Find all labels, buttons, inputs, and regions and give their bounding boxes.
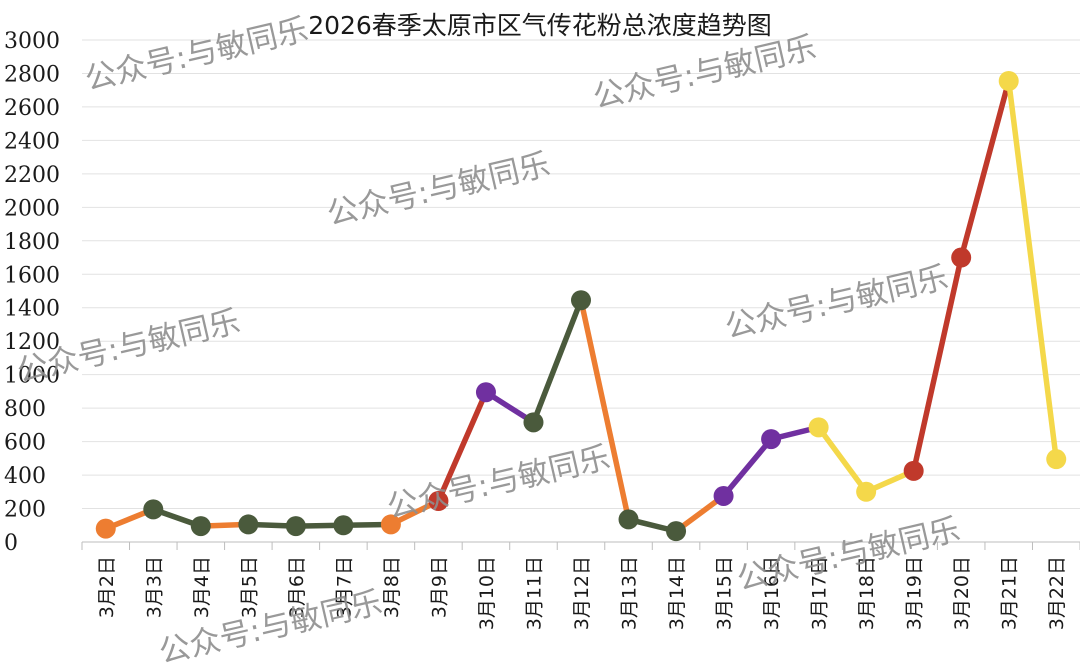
watermark-text: 公众号:与敏同乐 bbox=[384, 440, 614, 526]
x-tick-label: 3月3日 bbox=[143, 556, 165, 618]
y-tick-label: 600 bbox=[4, 431, 46, 456]
x-tick-label: 3月16日 bbox=[761, 556, 783, 630]
data-point bbox=[618, 509, 639, 530]
watermark-text: 公众号:与敏同乐 bbox=[722, 260, 952, 346]
gridlines bbox=[82, 39, 1080, 543]
x-tick-label: 3月21日 bbox=[999, 556, 1021, 630]
y-tick-label: 3000 bbox=[4, 29, 60, 54]
y-tick-label: 2000 bbox=[4, 196, 60, 221]
y-tick-label: 1400 bbox=[4, 297, 60, 322]
data-point bbox=[808, 417, 829, 438]
y-axis-ticks: 0 200 400 600 800 1000 1200 1400 1600 1800 2000 220… bbox=[4, 29, 60, 556]
watermark-text: 公众号:与敏同乐 bbox=[82, 12, 312, 98]
line-segment bbox=[720, 436, 774, 499]
x-tick-label: 3月11日 bbox=[523, 556, 545, 630]
watermark-text: 公众号:与敏同乐 bbox=[734, 512, 964, 598]
data-point bbox=[333, 515, 354, 536]
x-tick-label: 3月12日 bbox=[571, 556, 593, 630]
y-tick-label: 200 bbox=[4, 498, 46, 523]
x-tick-label: 3月20日 bbox=[951, 556, 973, 630]
data-point bbox=[523, 412, 544, 433]
data-point bbox=[238, 514, 259, 535]
data-point bbox=[95, 518, 116, 539]
data-point bbox=[856, 481, 877, 502]
data-point bbox=[761, 429, 782, 450]
data-point bbox=[951, 247, 972, 268]
y-tick-label: 1600 bbox=[4, 263, 60, 288]
line-segment bbox=[1005, 78, 1059, 462]
y-tick-label: 1000 bbox=[4, 364, 60, 389]
x-axis-ticks: 3月2日 3月3日 3月4日 3月5日 3月6日 3月7日 3月8日 3月9日 3月10日 3月1… bbox=[96, 556, 1068, 630]
y-tick-label: 400 bbox=[4, 464, 46, 489]
x-tick-label: 3月14日 bbox=[666, 556, 688, 630]
x-tick-label: 3月19日 bbox=[904, 556, 926, 630]
line-segment bbox=[435, 389, 489, 504]
x-tick-label: 3月17日 bbox=[809, 556, 831, 630]
data-point bbox=[666, 521, 687, 542]
y-tick-label: 1800 bbox=[4, 230, 60, 255]
y-tick-label: 2400 bbox=[4, 129, 60, 154]
data-point bbox=[1046, 449, 1067, 470]
y-tick-label: 1200 bbox=[4, 330, 60, 355]
x-tick-label: 3月10日 bbox=[476, 556, 498, 630]
chart-title: 2026春季太原市区气传花粉总浓度趋势图 bbox=[308, 11, 772, 40]
watermark-text: 公众号:与敏同乐 bbox=[324, 147, 554, 233]
series-points bbox=[95, 70, 1067, 542]
data-point bbox=[713, 485, 734, 506]
x-axis bbox=[81, 541, 1080, 550]
watermark-text: 公众号:与敏同乐 bbox=[590, 30, 820, 116]
data-point bbox=[190, 516, 211, 537]
x-tick-label: 3月6日 bbox=[286, 556, 308, 618]
x-tick-label: 3月22日 bbox=[1046, 556, 1068, 630]
data-point bbox=[475, 382, 496, 403]
data-point bbox=[428, 491, 449, 512]
data-point bbox=[998, 70, 1019, 91]
x-tick-label: 3月9日 bbox=[428, 556, 450, 618]
line-segment bbox=[815, 424, 869, 495]
y-tick-label: 2800 bbox=[4, 62, 60, 87]
x-tick-label: 3月2日 bbox=[96, 556, 118, 618]
x-tick-label: 3月15日 bbox=[714, 556, 736, 630]
x-tick-label: 3月8日 bbox=[381, 556, 403, 618]
line-segment bbox=[530, 297, 584, 426]
data-point bbox=[380, 514, 401, 535]
line-segment bbox=[910, 254, 964, 474]
y-tick-label: 800 bbox=[4, 397, 46, 422]
y-tick-label: 0 bbox=[4, 531, 18, 556]
x-tick-label: 3月4日 bbox=[191, 556, 213, 618]
y-tick-label: 2600 bbox=[4, 96, 60, 121]
line-segment bbox=[578, 297, 632, 523]
data-point bbox=[143, 499, 164, 520]
x-tick-label: 3月7日 bbox=[333, 556, 355, 618]
data-point bbox=[571, 290, 591, 311]
x-tick-label: 3月5日 bbox=[238, 556, 260, 618]
x-tick-label: 3月18日 bbox=[856, 556, 878, 630]
data-point bbox=[903, 460, 924, 481]
y-tick-label: 2200 bbox=[4, 163, 60, 188]
x-tick-label: 3月13日 bbox=[619, 556, 641, 630]
line-segment bbox=[958, 78, 1012, 261]
data-point bbox=[285, 516, 306, 537]
